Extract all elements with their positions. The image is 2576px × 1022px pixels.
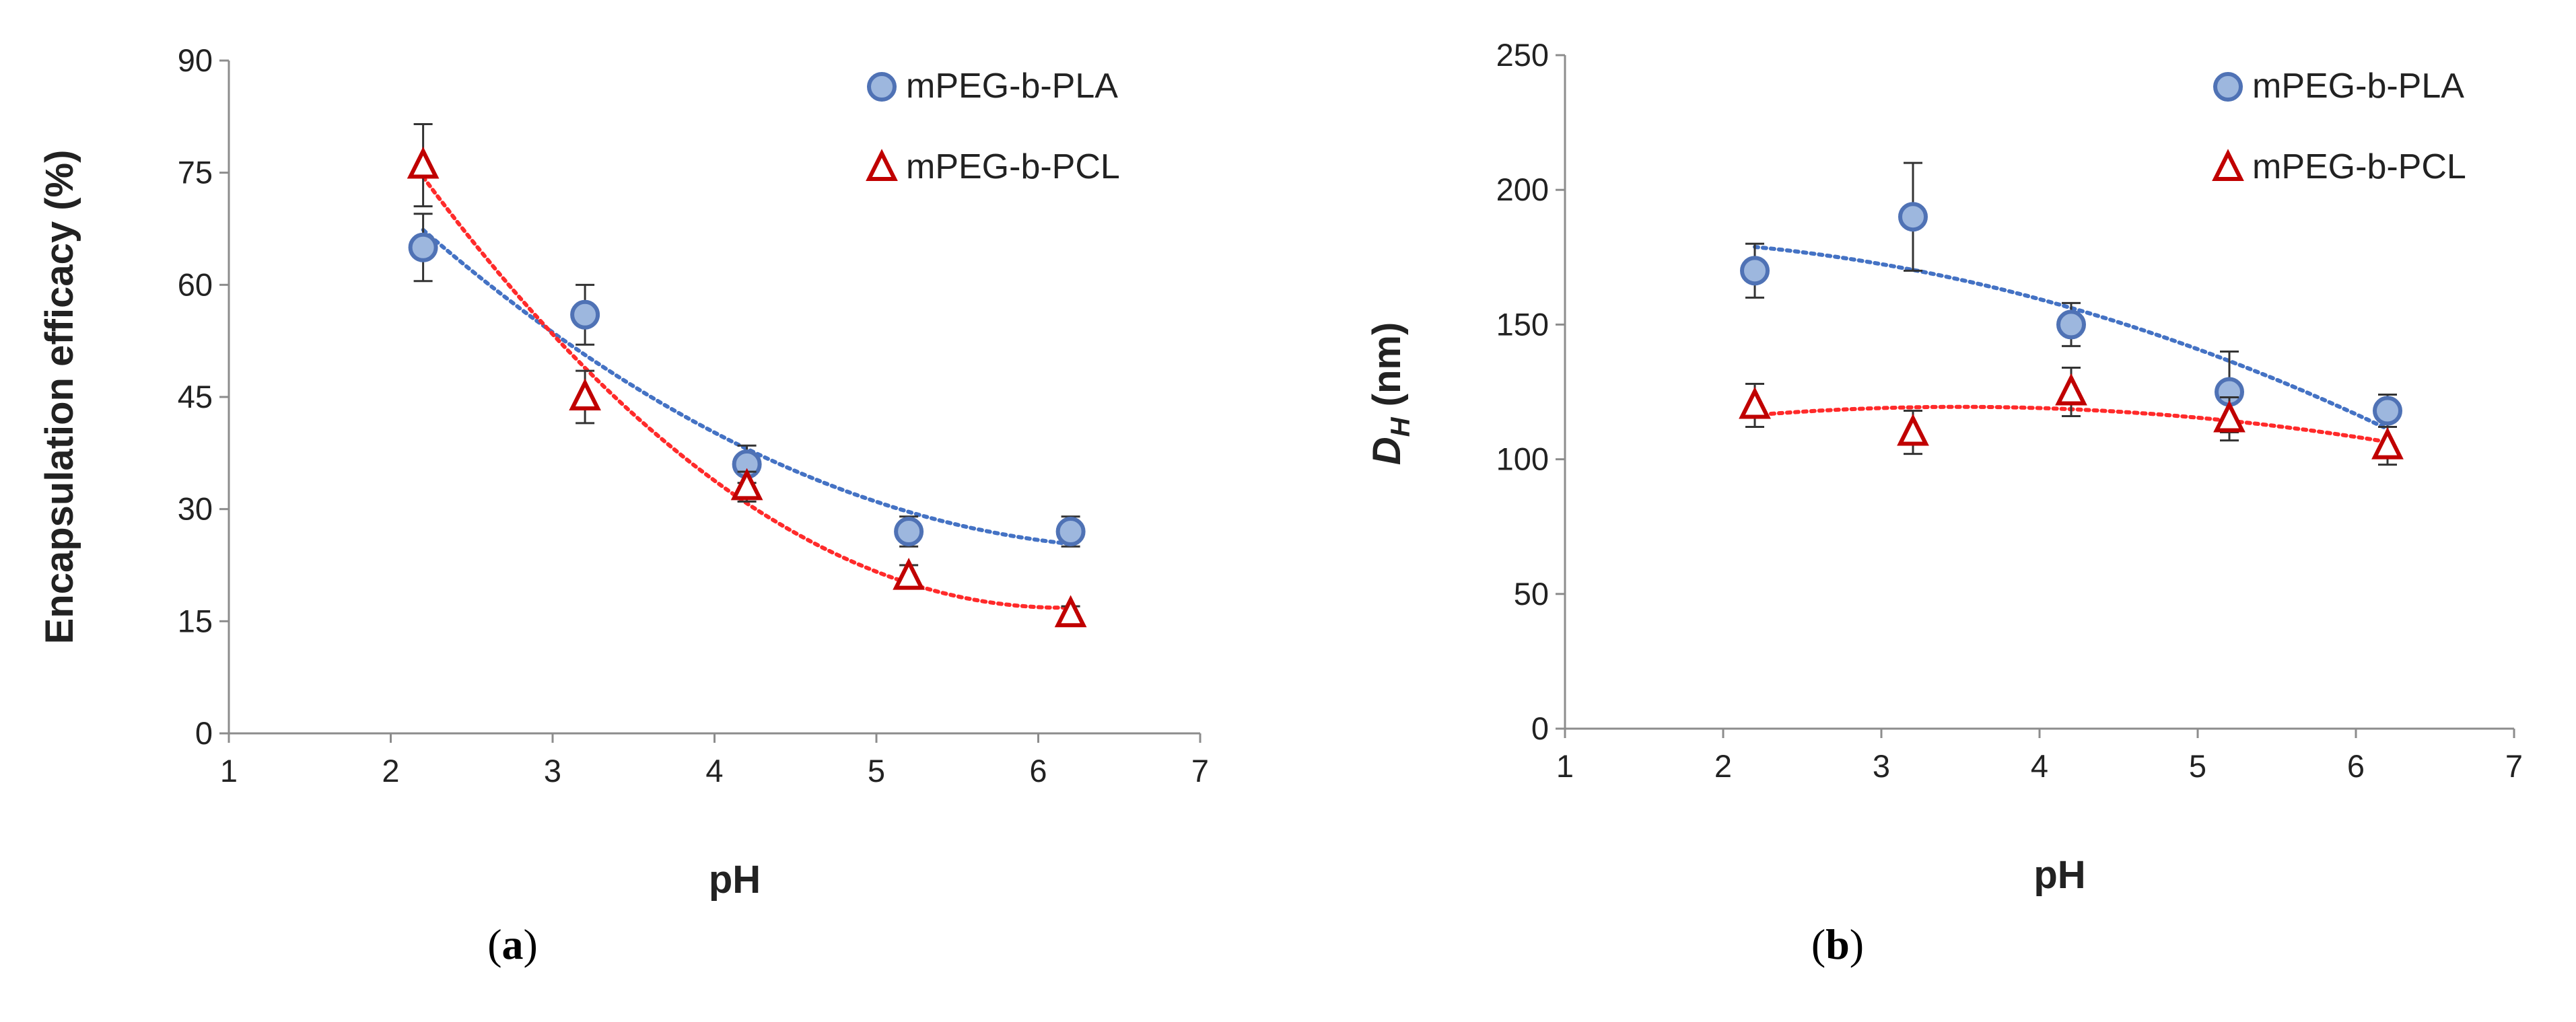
panel-label-open: (	[1811, 920, 1825, 968]
data-point-triangle	[1742, 392, 1768, 417]
panel-label-close: )	[524, 920, 538, 968]
data-point-triangle	[1058, 599, 1084, 625]
data-point-circle	[572, 302, 598, 328]
x-axis-title: pH	[2033, 853, 2085, 897]
x-tick-label: 2	[382, 753, 399, 789]
legend-entry-1: mPEG-b-PLA	[869, 67, 1118, 106]
y-axis-title-subscript: H	[1386, 416, 1416, 437]
legend-label: mPEG-b-PLA	[2252, 67, 2464, 106]
chart-panel-b: 0 50 100 150 200 250 1 2 3 4 5 6 7 pH DH (nm) mPEG-b-PL…	[1365, 37, 2523, 968]
series-2	[1742, 367, 2400, 464]
data-point-triangle	[572, 383, 598, 408]
x-tick-label: 7	[1191, 753, 1209, 789]
panel-label-letter: a	[502, 920, 524, 968]
panel-label: (a)	[487, 920, 538, 968]
x-tick-label: 6	[1029, 753, 1047, 789]
y-tick-label: 0	[195, 715, 213, 751]
y-axis-title: Encapsulation efficacy (%)	[38, 150, 81, 645]
data-point-triangle	[2217, 405, 2242, 431]
panel-label-close: )	[1850, 920, 1864, 968]
y-tick-label: 90	[178, 42, 213, 78]
legend-entry-1: mPEG-b-PLA	[2215, 67, 2464, 106]
data-point-triangle	[1900, 418, 1926, 444]
legend-label: mPEG-b-PCL	[2252, 147, 2466, 186]
data-point-triangle	[411, 151, 436, 177]
data-point-circle	[1058, 519, 1084, 544]
y-axis-title: DH (nm)	[1365, 322, 1416, 466]
x-tick-label: 5	[2189, 748, 2206, 784]
data-point-triangle	[2058, 378, 2084, 404]
legend-marker-triangle	[2215, 153, 2241, 179]
data-point-triangle	[734, 472, 760, 498]
y-axis-title-unit: (nm)	[1365, 322, 1409, 418]
legend-marker-circle	[869, 74, 895, 100]
trendline	[423, 177, 1071, 608]
x-tick-label: 1	[220, 753, 238, 789]
figure: 01530456075901 2 3 4 5 6 7pHEncapsulation effi…	[0, 0, 2576, 1022]
data-point-circle	[2058, 312, 2084, 337]
y-tick-label: 250	[1496, 37, 1549, 73]
panel-label: (b)	[1811, 920, 1864, 968]
y-tick-label: 15	[178, 603, 213, 638]
y-tick-label: 0	[1531, 710, 1549, 746]
y-axis-title-symbol: D	[1365, 437, 1409, 465]
data-point-circle	[2375, 398, 2400, 424]
legend-entry-2: mPEG-b-PCL	[2215, 147, 2466, 186]
data-point-circle	[411, 235, 436, 260]
x-tick-label: 4	[705, 753, 723, 789]
y-tick-label: 45	[178, 379, 213, 414]
legend-entry-2: mPEG-b-PCL	[869, 147, 1120, 186]
panel-label-open: (	[487, 920, 501, 968]
legend-label: mPEG-b-PLA	[906, 67, 1118, 106]
y-tick-label: 75	[178, 155, 213, 190]
y-tick-label: 150	[1496, 306, 1549, 342]
x-axis-title: pH	[709, 858, 761, 902]
panel-label-letter: b	[1825, 920, 1850, 968]
legend-marker-circle	[2215, 74, 2241, 100]
y-tick-label: 100	[1496, 441, 1549, 477]
x-tick-label: 7	[2505, 748, 2523, 784]
y-tick-label: 30	[178, 491, 213, 527]
series-2	[411, 124, 1084, 625]
x-tick-label: 6	[2347, 748, 2365, 784]
x-tick-label: 2	[1714, 748, 1732, 784]
legend-label: mPEG-b-PCL	[906, 147, 1120, 186]
x-tick-label: 4	[2031, 748, 2048, 784]
data-point-circle	[1900, 204, 1926, 229]
y-tick-label: 50	[1514, 576, 1549, 612]
data-point-circle	[896, 519, 921, 544]
x-tick-label: 1	[1556, 748, 1574, 784]
data-point-circle	[1742, 258, 1768, 283]
data-point-triangle	[2375, 432, 2400, 458]
y-tick-label: 200	[1496, 172, 1549, 207]
x-tick-label: 3	[1873, 748, 1890, 784]
x-tick-label: 5	[868, 753, 885, 789]
legend-marker-triangle	[869, 153, 895, 179]
y-tick-label: 60	[178, 266, 213, 302]
x-tick-label: 3	[544, 753, 561, 789]
